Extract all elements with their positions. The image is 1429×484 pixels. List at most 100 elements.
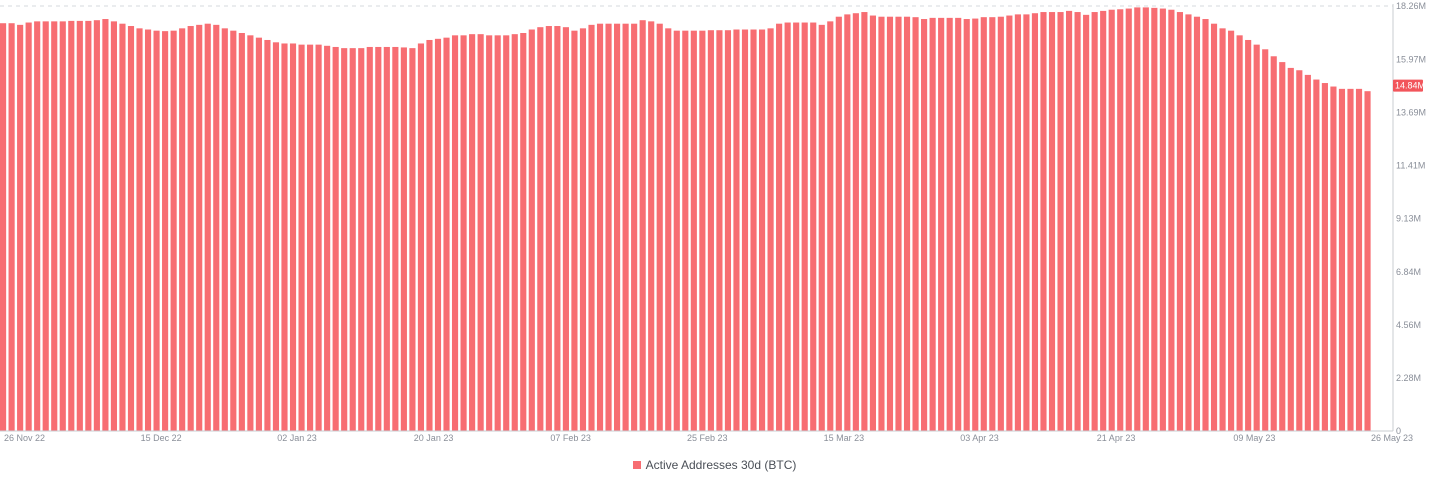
bar[interactable] — [349, 48, 356, 431]
bar[interactable] — [579, 28, 587, 432]
bar[interactable] — [1287, 67, 1294, 431]
bar[interactable] — [281, 43, 288, 431]
bar[interactable] — [980, 17, 987, 431]
bar[interactable] — [511, 34, 518, 431]
bar[interactable] — [144, 29, 152, 431]
bar[interactable] — [878, 16, 885, 432]
bar[interactable] — [451, 35, 459, 431]
bar[interactable] — [699, 30, 706, 431]
bar[interactable] — [1014, 14, 1021, 431]
bar[interactable] — [1108, 9, 1115, 431]
bar[interactable] — [955, 17, 962, 432]
bar[interactable] — [1185, 14, 1192, 431]
bar[interactable] — [827, 21, 834, 432]
bar[interactable] — [716, 30, 723, 432]
bar[interactable] — [179, 28, 186, 432]
bar[interactable] — [1083, 14, 1090, 432]
bar[interactable] — [784, 22, 791, 432]
bar[interactable] — [921, 19, 928, 432]
bar[interactable] — [230, 30, 237, 431]
bar[interactable] — [187, 26, 194, 432]
bar[interactable] — [102, 19, 109, 432]
bar[interactable] — [1159, 8, 1166, 432]
bar[interactable] — [153, 30, 160, 431]
bar[interactable] — [690, 30, 697, 431]
bar[interactable] — [1202, 19, 1209, 432]
bar[interactable] — [844, 14, 851, 431]
bar[interactable] — [997, 16, 1004, 432]
bar[interactable] — [1219, 28, 1226, 432]
bar[interactable] — [1296, 70, 1303, 432]
bar[interactable] — [588, 24, 595, 431]
bar[interactable] — [136, 28, 143, 432]
bar[interactable] — [1031, 13, 1039, 431]
bar[interactable] — [537, 27, 544, 432]
bar[interactable] — [673, 30, 680, 431]
bar[interactable] — [963, 19, 970, 432]
bar[interactable] — [818, 24, 825, 431]
bar[interactable] — [8, 23, 15, 431]
bar[interactable] — [68, 20, 75, 432]
bar[interactable] — [793, 22, 800, 432]
bar[interactable] — [110, 21, 117, 432]
bar[interactable] — [562, 27, 569, 432]
bar[interactable] — [1347, 88, 1354, 432]
bar[interactable] — [494, 35, 501, 431]
bar[interactable] — [1125, 8, 1132, 432]
bar[interactable] — [332, 46, 339, 432]
bar[interactable] — [34, 21, 41, 432]
bar[interactable] — [554, 26, 561, 432]
bar[interactable] — [656, 23, 663, 431]
bar[interactable] — [1262, 49, 1269, 431]
legend-swatch[interactable] — [632, 461, 641, 469]
bar[interactable] — [886, 16, 894, 432]
bar[interactable] — [776, 23, 783, 431]
bar[interactable] — [741, 29, 749, 431]
bar[interactable] — [1040, 12, 1047, 432]
bar[interactable] — [1304, 74, 1311, 431]
bar[interactable] — [204, 23, 211, 431]
bar[interactable] — [426, 39, 433, 431]
bar[interactable] — [503, 35, 510, 431]
bar[interactable] — [1074, 12, 1081, 432]
bar[interactable] — [221, 28, 228, 432]
bar[interactable] — [758, 29, 766, 431]
bar[interactable] — [1100, 10, 1107, 431]
bar[interactable] — [1151, 7, 1158, 432]
bar[interactable] — [375, 46, 382, 432]
bar[interactable] — [648, 21, 655, 432]
bar[interactable] — [289, 43, 297, 431]
bar[interactable] — [358, 48, 365, 431]
bar[interactable] — [852, 13, 859, 431]
bar[interactable] — [1236, 35, 1243, 431]
bar[interactable] — [238, 33, 245, 431]
bar[interactable] — [307, 44, 314, 431]
bar[interactable] — [1168, 9, 1175, 431]
bar[interactable] — [682, 30, 689, 431]
bar[interactable] — [255, 37, 262, 432]
bar[interactable] — [912, 17, 919, 431]
bar[interactable] — [1023, 14, 1030, 431]
bar[interactable] — [272, 42, 280, 432]
bar[interactable] — [631, 23, 638, 431]
bar[interactable] — [1330, 86, 1337, 431]
bar[interactable] — [605, 23, 612, 431]
bar[interactable] — [93, 20, 100, 431]
bar[interactable] — [1245, 39, 1252, 431]
bar[interactable] — [324, 45, 331, 432]
bar[interactable] — [0, 23, 7, 431]
bar[interactable] — [51, 21, 58, 432]
bar[interactable] — [1091, 12, 1098, 432]
bar[interactable] — [1228, 30, 1235, 431]
bar[interactable] — [400, 47, 407, 432]
bar[interactable] — [801, 22, 808, 432]
bar[interactable] — [639, 20, 646, 431]
bar[interactable] — [1006, 15, 1013, 431]
bar[interactable] — [1270, 56, 1277, 432]
bar[interactable] — [972, 18, 979, 431]
bar[interactable] — [434, 38, 442, 431]
bar[interactable] — [443, 37, 450, 432]
bar[interactable] — [946, 17, 953, 432]
bar[interactable] — [247, 35, 254, 431]
bar[interactable] — [665, 28, 672, 432]
